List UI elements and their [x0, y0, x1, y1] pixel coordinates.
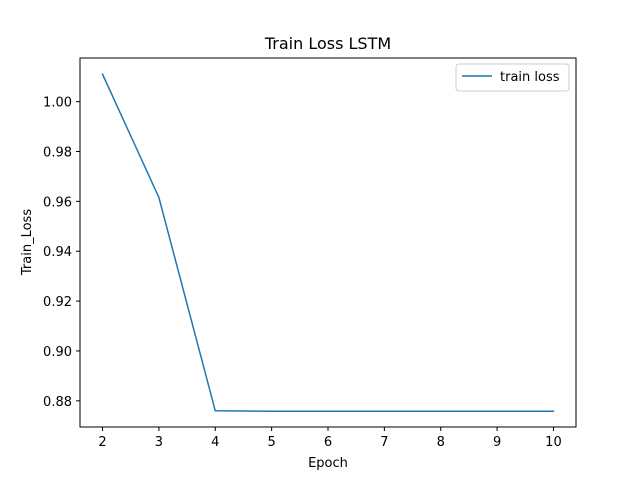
x-tick-label: 2 — [98, 435, 106, 450]
legend: train loss — [455, 63, 570, 92]
legend-label-train-loss: train loss — [500, 70, 560, 85]
y-tick-label: 0.94 — [43, 245, 72, 260]
series-line-train-loss — [101, 73, 555, 413]
x-tick-label: 6 — [324, 435, 332, 450]
y-tick-label: 0.98 — [43, 145, 72, 160]
y-tick-label: 1.00 — [43, 96, 72, 111]
y-tick-label: 0.90 — [43, 345, 72, 360]
y-axis-label: Train_Loss — [20, 209, 35, 276]
y-tick-label: 0.88 — [43, 395, 72, 410]
x-tick-label: 3 — [155, 435, 163, 450]
x-axis-ticks: 2 3 4 5 6 7 8 9 10 — [98, 427, 562, 450]
series-layer — [101, 73, 555, 413]
x-tick-label: 7 — [380, 435, 388, 450]
legend-box — [455, 63, 570, 92]
x-tick-label: 10 — [545, 435, 562, 450]
x-tick-label: 8 — [437, 435, 445, 450]
x-tick-label: 5 — [267, 435, 275, 450]
y-axis-ticks: 0.88 0.90 0.92 0.94 0.96 0.98 1.00 — [43, 96, 80, 410]
x-tick-label: 4 — [211, 435, 219, 450]
y-tick-label: 0.96 — [43, 195, 72, 210]
x-tick-label: 9 — [493, 435, 501, 450]
chart-title: Train Loss LSTM — [264, 34, 391, 53]
x-axis-label: Epoch — [308, 456, 348, 471]
y-tick-label: 0.92 — [43, 295, 72, 310]
